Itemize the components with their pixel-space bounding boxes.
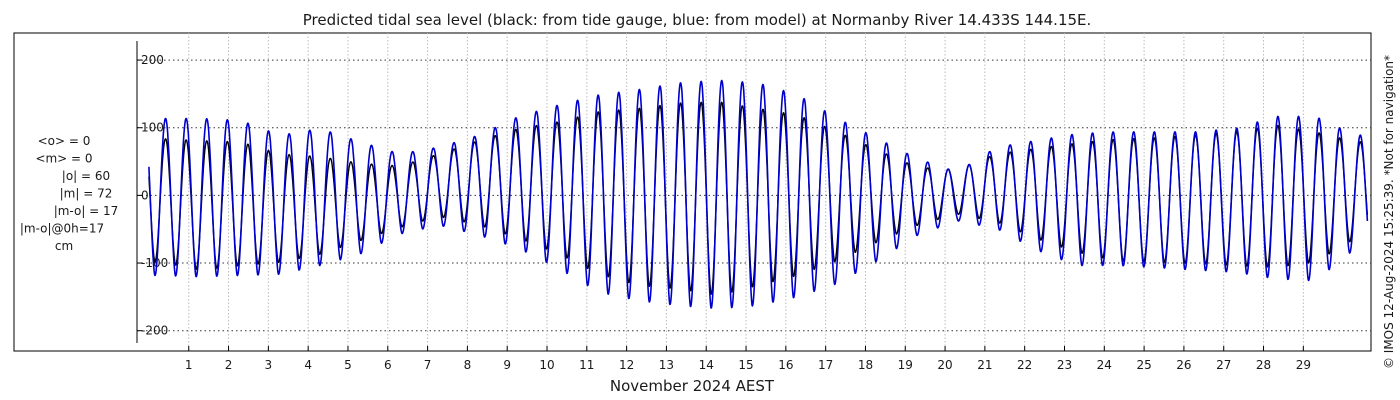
stat-line: <o> = 0 [38,134,91,148]
x-tick-label: 10 [539,358,554,372]
x-tick-label: 1 [185,358,193,372]
x-tick-label: 5 [344,358,352,372]
stat-line: <m> = 0 [35,152,92,166]
plot-frame [13,32,1372,352]
x-tick-label: 2 [225,358,233,372]
x-tick-label: 13 [659,358,674,372]
y-tick-label: 100 [141,121,164,135]
x-tick-label: 15 [738,358,753,372]
y-tick-label: 200 [141,53,164,67]
credit-text: © IMOS 12-Aug-2024 15:25:39. *Not for na… [1382,55,1396,369]
x-tick-label: 14 [699,358,714,372]
x-tick-label: 16 [778,358,793,372]
x-tick-label: 17 [818,358,833,372]
y-axis: 200 100 0 -100 -200 [137,53,168,338]
stat-line: |o| = 60 [62,169,110,183]
x-tick-label: 24 [1097,358,1112,372]
x-tick-label: 9 [503,358,511,372]
chart-title: Predicted tidal sea level (black: from t… [303,11,1092,29]
model-series-line [148,79,1369,309]
x-tick-label: 8 [464,358,472,372]
stat-line: |m| = 72 [60,187,113,201]
x-tick-label: 23 [1057,358,1072,372]
x-tick-label: 12 [619,358,634,372]
x-axis-label: November 2024 AEST [610,377,775,395]
x-axis: 1 2 3 4 5 6 7 8 9 10 11 12 13 14 15 16 17 18 19 20 21 22 23 24 2… [185,346,1311,372]
x-tick-label: 3 [265,358,273,372]
x-tick-label: 21 [977,358,992,372]
x-tick-label: 25 [1136,358,1151,372]
y-tick-label: -100 [141,256,168,270]
x-tick-label: 11 [579,358,594,372]
grid [136,33,1371,351]
stat-line: |m-o|@0h=17 [20,222,104,236]
x-tick-label: 27 [1216,358,1231,372]
x-tick-label: 19 [898,358,913,372]
stats-panel: <o> = 0 <m> = 0 |o| = 60 |m| = 72 |m-o| = 17… [20,134,118,253]
x-tick-label: 29 [1296,358,1311,372]
y-tick-label: 0 [141,188,149,202]
series-layer [148,79,1369,309]
x-tick-label: 6 [384,358,392,372]
x-tick-label: 20 [937,358,952,372]
x-tick-label: 18 [858,358,873,372]
stat-line: |m-o| = 17 [54,204,119,218]
y-tick-label: -200 [141,324,168,338]
x-tick-label: 4 [304,358,312,372]
x-tick-label: 7 [424,358,432,372]
stat-line: cm [55,239,73,253]
x-tick-label: 28 [1256,358,1271,372]
x-tick-label: 26 [1176,358,1191,372]
x-tick-label: 22 [1017,358,1032,372]
